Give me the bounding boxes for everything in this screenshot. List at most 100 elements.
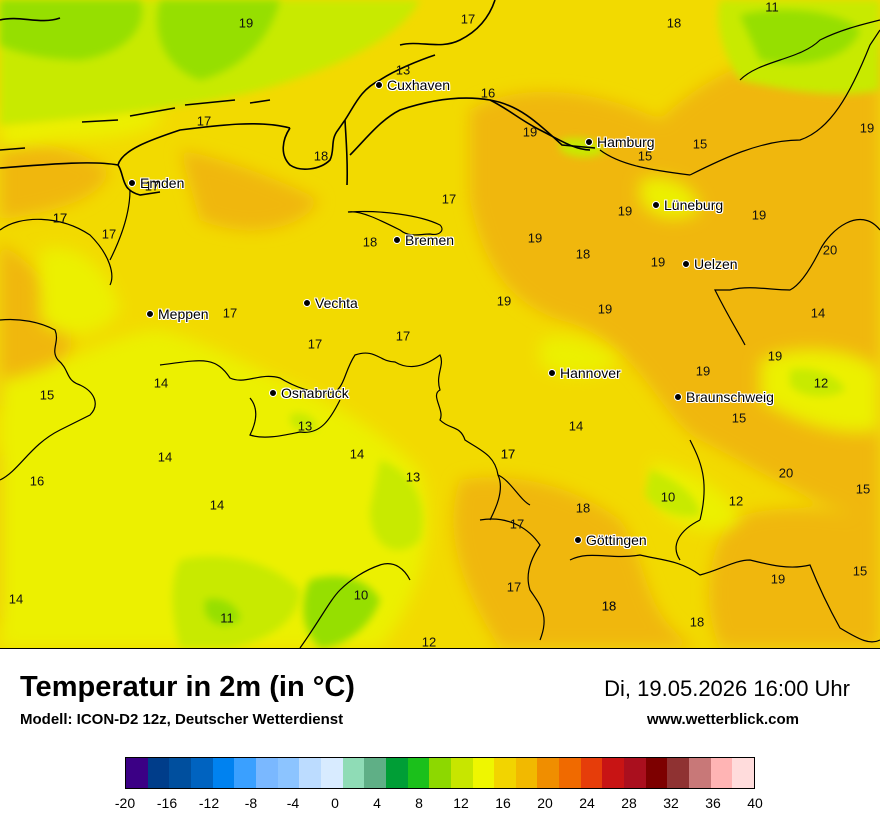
city-marker-icon [303, 299, 311, 307]
legend-tick-label: 16 [495, 795, 511, 811]
legend-swatch [689, 758, 711, 788]
legend-tick-label: -8 [244, 795, 258, 811]
temperature-value: 10 [353, 587, 369, 603]
legend-swatch [515, 758, 538, 788]
city-uelzen[interactable]: Uelzen [682, 256, 738, 272]
legend-swatch [385, 758, 408, 788]
legend-swatch [407, 758, 430, 788]
legend-swatch [602, 758, 625, 788]
city-goettingen[interactable]: Göttingen [574, 532, 647, 548]
temperature-value: 17 [509, 516, 525, 532]
temperature-value: 14 [209, 497, 225, 513]
warm-area [709, 508, 880, 648]
temperature-value: 17 [52, 210, 68, 226]
legend-swatch [169, 758, 191, 788]
temperature-value: 10 [660, 489, 676, 505]
city-label: Vechta [315, 295, 358, 311]
cool-area [790, 368, 845, 397]
mild-area [0, 330, 428, 648]
city-braunschweig[interactable]: Braunschweig [674, 389, 774, 405]
warm-area [180, 150, 320, 231]
legend-swatch [537, 758, 560, 788]
legend-swatch [732, 758, 755, 788]
temperature-value: 17 [460, 11, 476, 27]
legend-swatch [190, 758, 213, 788]
state-borders [0, 19, 880, 648]
city-label: Göttingen [586, 532, 647, 548]
legend-tick-label: 20 [537, 795, 553, 811]
temperature-value: 12 [421, 634, 437, 649]
temperature-value: 19 [617, 203, 633, 219]
temperature-value: 19 [767, 348, 783, 364]
city-meppen[interactable]: Meppen [146, 306, 209, 322]
temperature-value: 11 [765, 0, 779, 15]
legend-swatch [342, 758, 365, 788]
legend-tick-labels: -20 -16 -12 -8 -4 0 4 8 12 16 20 24 28 32 36 40 [115, 795, 763, 815]
city-label: Hannover [560, 365, 621, 381]
temperature-value: 16 [480, 85, 496, 101]
city-label: Cuxhaven [387, 77, 451, 93]
legend-swatch [299, 758, 321, 788]
city-label: Hamburg [597, 134, 655, 150]
city-lueneburg[interactable]: Lüneburg [652, 197, 723, 213]
temperature-value: 19 [522, 124, 538, 140]
city-label: Uelzen [694, 256, 738, 272]
city-hannover[interactable]: Hannover [548, 365, 621, 381]
temperature-value: 18 [313, 148, 329, 164]
legend-swatch [320, 758, 343, 788]
city-cuxhaven[interactable]: Cuxhaven [375, 77, 450, 93]
temperature-value: 13 [405, 469, 421, 485]
temperature-value: 12 [728, 493, 744, 509]
city-hamburg[interactable]: Hamburg [585, 134, 655, 150]
legend-tick-label: -20 [114, 795, 136, 811]
city-marker-icon [548, 369, 556, 377]
city-label: Meppen [158, 306, 209, 322]
city-label: Lüneburg [664, 197, 724, 213]
cold-area [205, 598, 240, 626]
temperature-value: 14 [157, 449, 173, 465]
temperature-value: 17 [441, 191, 457, 207]
warm-area [0, 140, 110, 220]
cool-area [172, 556, 300, 648]
temperature-value: 14 [810, 305, 826, 321]
city-emden[interactable]: Emden [128, 175, 184, 191]
temperature-value: 14 [153, 375, 169, 391]
legend-swatch [472, 758, 495, 788]
city-label: Emden [140, 175, 185, 191]
legend-swatch [147, 758, 170, 788]
city-vechta[interactable]: Vechta [303, 295, 358, 311]
coastline [0, 0, 596, 196]
legend-swatch [364, 758, 386, 788]
city-marker-icon [585, 138, 593, 146]
temperature-map[interactable]: Cuxhaven Hamburg Emden Lüneburg Bremen Uelzen… [0, 0, 880, 649]
temperature-value: 14 [568, 418, 584, 434]
legend-swatch [255, 758, 278, 788]
temperature-value: 19 [751, 207, 767, 223]
temperature-value: 18 [666, 15, 682, 31]
cold-area [303, 576, 380, 648]
legend-swatch [450, 758, 473, 788]
city-osnabrueck[interactable]: Osnabrück [269, 385, 349, 401]
temperature-value: 19 [770, 571, 786, 587]
cool-area [290, 413, 318, 432]
website-link[interactable]: www.wetterblick.com [647, 711, 799, 728]
model-info: Modell: ICON-D2 12z, Deutscher Wetterdie… [20, 711, 344, 728]
temperature-value: 17 [101, 226, 117, 242]
city-marker-icon [269, 389, 277, 397]
temperature-value: 20 [822, 242, 838, 258]
temperature-value: 19 [859, 120, 875, 136]
temperature-value: 12 [813, 375, 829, 391]
temperature-value: 19 [527, 230, 543, 246]
legend-tick-label: 12 [453, 795, 469, 811]
map-footer: Temperatur in 2m (in °C) Modell: ICON-D2… [0, 649, 880, 830]
city-bremen[interactable]: Bremen [393, 232, 454, 248]
city-marker-icon [682, 260, 690, 268]
temperature-value: 17 [144, 178, 160, 194]
temperature-value: 14 [349, 446, 365, 462]
temperature-value: 13 [395, 62, 411, 78]
forecast-datetime: Di, 19.05.2026 16:00 Uhr [604, 676, 850, 701]
temperature-value: 17 [307, 336, 323, 352]
temperature-value: 16 [29, 473, 45, 489]
color-scale-legend [125, 757, 755, 789]
temperature-value: 18 [601, 598, 617, 614]
